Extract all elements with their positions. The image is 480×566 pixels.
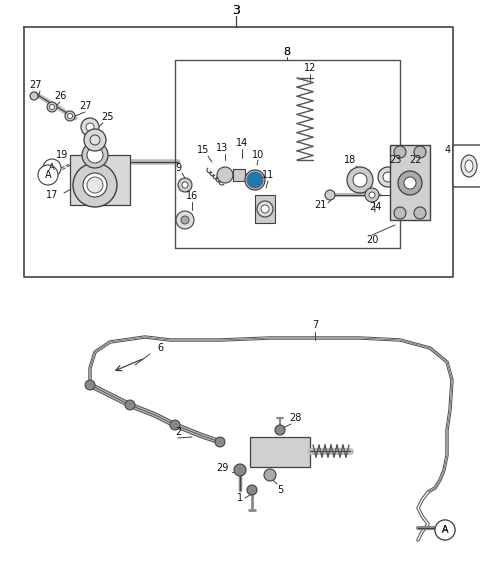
Text: 5: 5 xyxy=(277,485,283,495)
Circle shape xyxy=(261,205,269,213)
Circle shape xyxy=(81,118,99,136)
Circle shape xyxy=(87,177,103,193)
Circle shape xyxy=(82,142,108,168)
Text: A: A xyxy=(45,170,51,180)
Circle shape xyxy=(84,129,106,151)
Circle shape xyxy=(275,425,285,435)
Circle shape xyxy=(43,159,61,177)
Text: 9: 9 xyxy=(175,163,181,173)
Text: 20: 20 xyxy=(366,235,378,245)
Text: 27: 27 xyxy=(79,101,91,111)
Circle shape xyxy=(90,135,100,145)
Text: 13: 13 xyxy=(216,143,228,153)
Circle shape xyxy=(182,182,188,188)
Polygon shape xyxy=(250,437,310,467)
Circle shape xyxy=(325,190,335,200)
Circle shape xyxy=(65,111,75,121)
Text: 3: 3 xyxy=(232,3,240,16)
Ellipse shape xyxy=(461,155,477,177)
Circle shape xyxy=(38,165,58,185)
Circle shape xyxy=(68,114,72,118)
Text: 8: 8 xyxy=(283,47,290,57)
Circle shape xyxy=(47,102,57,112)
Text: 14: 14 xyxy=(236,138,248,148)
Circle shape xyxy=(369,192,375,198)
Text: 23: 23 xyxy=(389,155,401,165)
Ellipse shape xyxy=(465,160,473,172)
Circle shape xyxy=(435,520,455,540)
Text: 15: 15 xyxy=(197,145,209,155)
Circle shape xyxy=(378,167,398,187)
Text: 7: 7 xyxy=(312,320,318,330)
Circle shape xyxy=(170,420,180,430)
Circle shape xyxy=(257,201,273,217)
Text: 1: 1 xyxy=(237,493,243,503)
Text: 12: 12 xyxy=(304,63,316,73)
Circle shape xyxy=(383,172,393,182)
Text: 10: 10 xyxy=(252,150,264,160)
Circle shape xyxy=(245,170,265,190)
Circle shape xyxy=(435,520,455,540)
Circle shape xyxy=(73,163,117,207)
Text: 27: 27 xyxy=(29,80,41,90)
Circle shape xyxy=(247,172,263,188)
Circle shape xyxy=(181,216,189,224)
Circle shape xyxy=(365,188,379,202)
Text: A: A xyxy=(442,525,448,535)
Text: 28: 28 xyxy=(289,413,301,423)
Circle shape xyxy=(49,105,55,109)
Text: 17: 17 xyxy=(46,190,58,200)
Circle shape xyxy=(247,485,257,495)
Bar xyxy=(233,169,245,181)
Circle shape xyxy=(250,175,260,185)
Circle shape xyxy=(398,171,422,195)
Text: 8: 8 xyxy=(283,47,290,57)
Circle shape xyxy=(176,211,194,229)
Text: 6: 6 xyxy=(157,343,163,353)
Circle shape xyxy=(264,469,276,481)
Text: 21: 21 xyxy=(314,200,326,210)
Circle shape xyxy=(217,167,233,183)
Circle shape xyxy=(394,146,406,158)
Circle shape xyxy=(414,146,426,158)
Text: 2: 2 xyxy=(175,427,181,437)
Text: 18: 18 xyxy=(344,155,356,165)
Circle shape xyxy=(394,207,406,219)
Text: 11: 11 xyxy=(262,170,274,180)
Circle shape xyxy=(87,147,103,163)
Text: A: A xyxy=(442,525,448,534)
Text: 29: 29 xyxy=(216,463,228,473)
Polygon shape xyxy=(390,145,430,220)
Circle shape xyxy=(414,207,426,219)
Text: A: A xyxy=(49,164,55,173)
Circle shape xyxy=(85,380,95,390)
Circle shape xyxy=(30,92,38,100)
Text: 19: 19 xyxy=(56,150,68,160)
Text: 3: 3 xyxy=(232,3,240,16)
Text: 22: 22 xyxy=(409,155,421,165)
Text: 16: 16 xyxy=(186,191,198,201)
Polygon shape xyxy=(70,155,130,205)
Circle shape xyxy=(83,173,107,197)
Circle shape xyxy=(178,178,192,192)
Circle shape xyxy=(404,177,416,189)
Circle shape xyxy=(215,437,225,447)
Circle shape xyxy=(125,400,135,410)
Circle shape xyxy=(234,464,246,476)
FancyBboxPatch shape xyxy=(453,145,480,187)
Text: 24: 24 xyxy=(369,202,381,212)
Circle shape xyxy=(400,173,408,181)
Text: 4: 4 xyxy=(445,145,451,155)
Circle shape xyxy=(353,173,367,187)
Text: 26: 26 xyxy=(54,91,66,101)
Text: 25: 25 xyxy=(101,112,113,122)
Circle shape xyxy=(396,169,412,185)
Bar xyxy=(255,195,275,223)
Circle shape xyxy=(86,123,94,131)
Circle shape xyxy=(347,167,373,193)
